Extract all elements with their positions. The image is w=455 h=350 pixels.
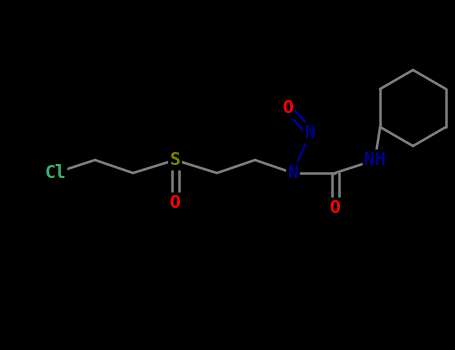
Text: Cl: Cl [44, 164, 66, 182]
Text: N: N [288, 164, 298, 182]
Text: S: S [170, 151, 181, 169]
Text: N: N [304, 124, 315, 142]
Text: NH: NH [364, 151, 386, 169]
Text: O: O [170, 194, 181, 212]
Text: O: O [283, 99, 293, 117]
Text: O: O [329, 199, 340, 217]
